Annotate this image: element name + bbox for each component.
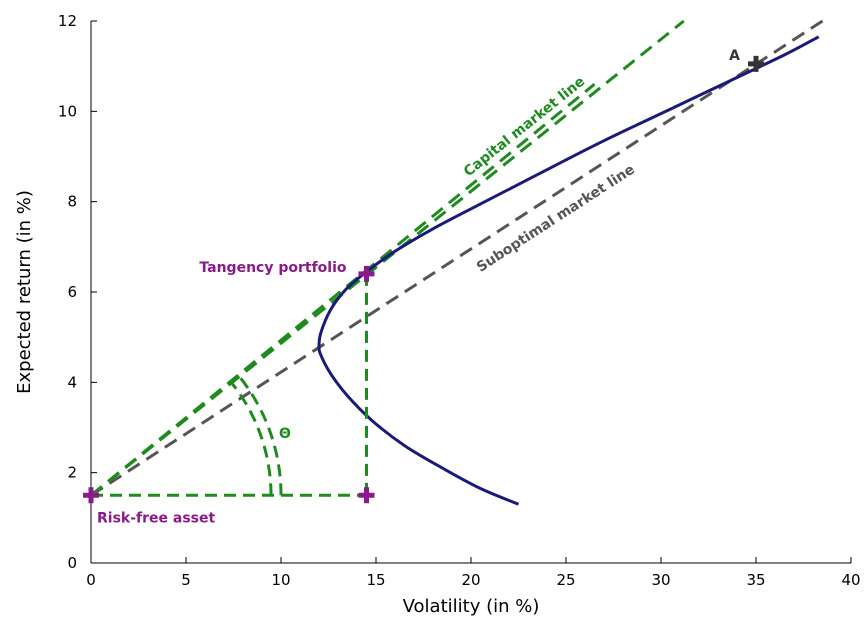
theta-angle-arc	[238, 375, 283, 496]
y-tick-label: 4	[67, 373, 77, 391]
y-axis-title: Expected return (in %)	[14, 190, 35, 394]
x-tick-label: 40	[841, 571, 860, 589]
x-tick-label: 25	[556, 571, 575, 589]
tangency-portfolio-label: Tangency portfolio	[199, 260, 346, 276]
risk-free-asset-label: Risk-free asset	[97, 510, 216, 526]
y-tick-label: 12	[58, 12, 77, 30]
x-tick-label: 35	[746, 571, 765, 589]
y-tick-label: 8	[67, 193, 77, 211]
tangency-portfolio-marker	[358, 265, 375, 282]
asset-a-label: A	[729, 48, 740, 64]
axes: 0 5 10 15 20 25 30 35 40 0 2 4 6 8 10 12 Volatility (in …	[14, 12, 861, 617]
x-tick-label: 0	[86, 571, 96, 589]
x-tick-label: 10	[271, 571, 290, 589]
theta-label: Θ	[279, 426, 291, 442]
x-tick-label: 5	[181, 571, 191, 589]
theta-angle-arc	[230, 381, 273, 496]
efficient-frontier-curve	[317, 35, 820, 506]
x-axis-title: Volatility (in %)	[403, 596, 540, 617]
x-tick-label: 20	[461, 571, 480, 589]
x-tick-label: 30	[651, 571, 670, 589]
y-tick-label: 2	[67, 464, 77, 482]
capital-market-line	[90, 83, 596, 497]
y-tick-label: 6	[67, 283, 77, 301]
y-tick-label: 10	[58, 102, 77, 120]
capital-market-line-label: Capital market line	[461, 74, 588, 180]
risk-free-asset-marker	[83, 487, 99, 504]
y-tick-label: 0	[67, 554, 77, 572]
asset-a-marker	[748, 55, 764, 72]
projection-marker	[358, 487, 375, 504]
suboptimal-market-line	[90, 19, 824, 497]
x-tick-label: 15	[366, 571, 385, 589]
suboptimal-market-line-label: Suboptimal market line	[474, 162, 638, 276]
chart-lines	[90, 19, 824, 506]
chart-points	[83, 55, 764, 504]
